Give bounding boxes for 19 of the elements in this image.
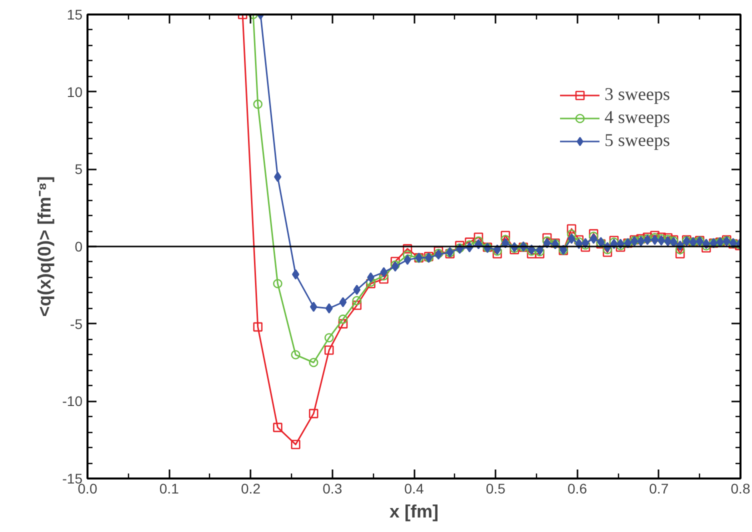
- legend-label: 5 sweeps: [604, 130, 670, 151]
- x-tick-label: 0.6: [568, 480, 588, 496]
- y-tick-label: 15: [66, 6, 83, 22]
- y-tick-label: 5: [74, 161, 83, 178]
- y-tick-label: 0: [74, 238, 83, 254]
- legend-label: 3 sweeps: [604, 84, 670, 105]
- x-tick-label: 0.5: [486, 480, 506, 496]
- y-axis-title: <q(x)q(0)> [fm⁻⁸]: [34, 176, 54, 317]
- x-tick-label: 0.3: [322, 480, 342, 496]
- x-tick-label: 0.1: [159, 480, 180, 496]
- x-axis-title: x [fm]: [390, 502, 438, 522]
- y-tick-label: 10: [66, 84, 83, 100]
- y-tick-label: -5: [70, 316, 83, 332]
- x-tick-label: 0.4: [404, 480, 424, 496]
- x-tick-label: 0.2: [241, 480, 261, 496]
- legend-label: 4 sweeps: [604, 107, 670, 128]
- y-tick-label: -10: [62, 393, 83, 410]
- x-tick-label: 0.8: [730, 480, 750, 496]
- x-tick-label: 0.7: [649, 480, 669, 496]
